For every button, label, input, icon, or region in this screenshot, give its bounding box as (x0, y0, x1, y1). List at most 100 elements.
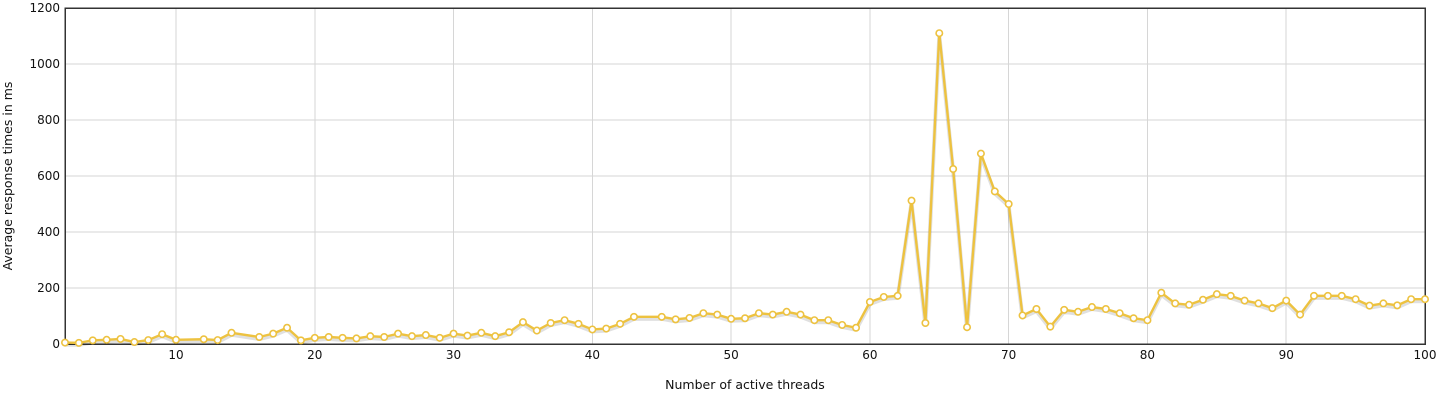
data-point[interactable] (380, 332, 389, 341)
data-point[interactable] (629, 312, 638, 321)
data-point[interactable] (255, 332, 264, 341)
data-point[interactable] (1240, 296, 1249, 305)
data-point[interactable] (546, 318, 555, 327)
data-point[interactable] (505, 328, 514, 337)
data-point[interactable] (602, 324, 611, 333)
data-point[interactable] (796, 310, 805, 319)
data-point[interactable] (1018, 311, 1027, 320)
data-point[interactable] (810, 316, 819, 325)
data-point[interactable] (1393, 301, 1402, 310)
x-tick-label: 100 (1414, 348, 1436, 362)
data-point[interactable] (491, 332, 500, 341)
data-point[interactable] (532, 326, 541, 335)
data-point[interactable] (199, 335, 208, 344)
data-point[interactable] (1421, 295, 1430, 304)
data-point[interactable] (158, 330, 167, 339)
data-point[interactable] (1407, 295, 1416, 304)
data-point[interactable] (1296, 310, 1305, 319)
data-point[interactable] (394, 329, 403, 338)
data-point[interactable] (421, 331, 430, 340)
data-point[interactable] (338, 333, 347, 342)
data-point[interactable] (1129, 314, 1138, 323)
data-point[interactable] (283, 323, 292, 332)
data-point[interactable] (1157, 288, 1166, 297)
data-point[interactable] (130, 338, 139, 347)
data-point[interactable] (671, 315, 680, 324)
data-point[interactable] (1143, 316, 1152, 325)
data-point[interactable] (449, 329, 458, 338)
data-point[interactable] (296, 336, 305, 345)
data-point[interactable] (616, 319, 625, 328)
data-point[interactable] (1379, 299, 1388, 308)
data-point[interactable] (935, 29, 944, 38)
data-point[interactable] (1351, 295, 1360, 304)
data-point[interactable] (879, 292, 888, 301)
data-point[interactable] (768, 310, 777, 319)
data-point[interactable] (1171, 299, 1180, 308)
data-point[interactable] (1254, 299, 1263, 308)
data-point[interactable] (1115, 309, 1124, 318)
data-point[interactable] (1074, 307, 1083, 316)
data-point[interactable] (435, 333, 444, 342)
data-point[interactable] (990, 187, 999, 196)
axis-layer: 0 200 400 600 800 1000 1200 10 20 30 40 50 60 70 80 90 1… (29, 1, 1436, 362)
data-point[interactable] (310, 333, 319, 342)
data-point[interactable] (366, 332, 375, 341)
data-point[interactable] (1060, 305, 1069, 314)
data-point[interactable] (102, 335, 111, 344)
data-point[interactable] (824, 316, 833, 325)
data-point[interactable] (407, 332, 416, 341)
data-point[interactable] (865, 297, 874, 306)
data-point[interactable] (1198, 295, 1207, 304)
data-point[interactable] (685, 313, 694, 322)
data-point[interactable] (1212, 290, 1221, 299)
data-point[interactable] (963, 323, 972, 332)
data-point[interactable] (1185, 300, 1194, 309)
data-point[interactable] (269, 329, 278, 338)
data-point[interactable] (1309, 291, 1318, 300)
data-point[interactable] (1004, 200, 1013, 209)
data-point[interactable] (1101, 304, 1110, 313)
data-point[interactable] (1046, 322, 1055, 331)
data-point[interactable] (713, 310, 722, 319)
plot-frame (64, 7, 1426, 345)
data-point[interactable] (560, 316, 569, 325)
data-point[interactable] (1282, 296, 1291, 305)
data-point[interactable] (838, 320, 847, 329)
data-point[interactable] (740, 314, 749, 323)
data-point[interactable] (227, 328, 236, 337)
data-point[interactable] (463, 331, 472, 340)
data-point[interactable] (782, 307, 791, 316)
data-point[interactable] (588, 325, 597, 334)
data-point[interactable] (213, 336, 222, 345)
data-point[interactable] (518, 318, 527, 327)
data-point[interactable] (921, 318, 930, 327)
data-point[interactable] (1032, 304, 1041, 313)
data-point[interactable] (172, 335, 181, 344)
data-point[interactable] (907, 196, 916, 205)
data-point[interactable] (477, 328, 486, 337)
data-point[interactable] (74, 338, 83, 347)
data-point[interactable] (144, 336, 153, 345)
data-point[interactable] (60, 338, 69, 347)
data-point[interactable] (1323, 291, 1332, 300)
data-point[interactable] (852, 323, 861, 332)
data-point[interactable] (1365, 301, 1374, 310)
data-point[interactable] (574, 319, 583, 328)
data-point[interactable] (893, 291, 902, 300)
data-point[interactable] (976, 149, 985, 158)
data-point[interactable] (949, 165, 958, 174)
data-point[interactable] (1226, 291, 1235, 300)
data-point[interactable] (88, 336, 97, 345)
data-point[interactable] (699, 309, 708, 318)
data-point[interactable] (352, 334, 361, 343)
data-point[interactable] (657, 312, 666, 321)
data-point[interactable] (727, 314, 736, 323)
data-point[interactable] (1337, 291, 1346, 300)
data-point[interactable] (1087, 303, 1096, 312)
data-point[interactable] (1268, 304, 1277, 313)
data-point[interactable] (116, 334, 125, 343)
data-point[interactable] (754, 309, 763, 318)
data-point[interactable] (324, 332, 333, 341)
